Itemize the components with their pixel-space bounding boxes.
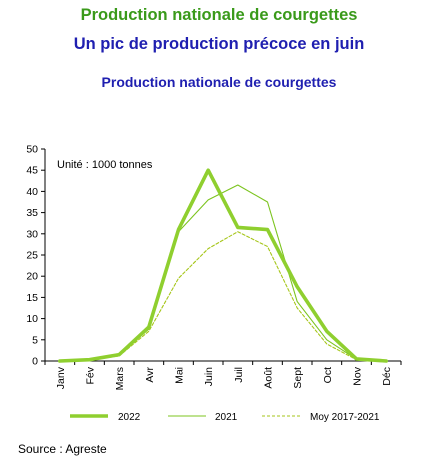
y-tick-label: 15 — [26, 292, 38, 304]
x-tick-label: Déc — [381, 367, 393, 386]
y-tick-label: 30 — [26, 228, 38, 240]
series-line-2022 — [57, 168, 389, 363]
x-tick-label: Janv — [55, 366, 67, 389]
x-tick-label: Oct — [322, 367, 334, 383]
subtitle: Un pic de production précoce en juin — [73, 35, 365, 53]
source-note: Source : Agreste — [18, 442, 107, 456]
legend-label: Moy 2017-2021 — [310, 412, 380, 423]
x-tick-label: Mars — [114, 367, 126, 390]
legend-label: 2021 — [215, 412, 238, 423]
x-tick-label: Fév — [85, 366, 97, 384]
x-tick-label: Avr — [144, 366, 156, 382]
series-line-2021 — [59, 184, 387, 362]
x-tick-label: Sept — [292, 367, 304, 389]
y-tick-label: 45 — [26, 165, 38, 177]
unit-annotation: Unité : 1000 tonnes — [57, 159, 153, 171]
y-tick-label: 25 — [26, 250, 38, 262]
y-tick-label: 20 — [26, 271, 38, 283]
x-tick-label: Août — [263, 367, 275, 389]
x-tick-label: Mai — [174, 367, 186, 384]
y-tick-label: 40 — [26, 186, 38, 198]
y-tick-label: 10 — [26, 313, 38, 325]
y-tick-label: 5 — [32, 334, 38, 346]
legend-label: 2022 — [118, 412, 141, 423]
chart-title: Production nationale de courgettes — [101, 74, 337, 90]
y-tick-label: 50 — [26, 144, 38, 156]
main-title: Production nationale de courgettes — [80, 6, 358, 24]
x-tick-label: Nov — [352, 366, 364, 385]
x-tick-label: Juil — [233, 367, 245, 383]
x-tick-label: Juin — [203, 367, 215, 386]
y-tick-label: 0 — [32, 356, 38, 368]
y-tick-label: 35 — [26, 207, 38, 219]
